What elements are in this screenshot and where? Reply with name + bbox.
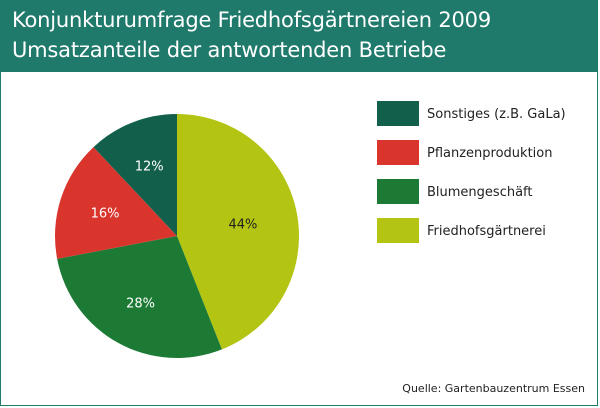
legend-swatch-friedhofsg-rtnerei xyxy=(377,218,419,243)
data-label-pflanzenproduktion: 16% xyxy=(91,207,120,222)
legend-label-sonstiges-z-b-gala: Sonstiges (z.B. GaLa) xyxy=(427,107,566,122)
pie-slices xyxy=(55,114,300,358)
legend-swatch-blumengesch-ft xyxy=(377,179,419,204)
chart-title: Konjunkturumfrage Friedhofsgärtnereien 2… xyxy=(12,8,491,32)
header-banner: Konjunkturumfrage Friedhofsgärtnereien 2… xyxy=(1,1,597,72)
data-label-blumengesch-ft: 28% xyxy=(126,296,155,311)
legend-label-pflanzenproduktion: Pflanzenproduktion xyxy=(427,146,552,161)
legend-swatch-pflanzenproduktion xyxy=(377,140,419,165)
legend-label-blumengesch-ft: Blumengeschäft xyxy=(427,185,533,200)
pie-slice-pflanzenproduktion xyxy=(55,147,177,259)
data-label-friedhofsg-rtnerei: 44% xyxy=(228,217,257,232)
legend-swatch-sonstiges-z-b-gala xyxy=(377,101,419,126)
pie-chart: 44% 28% 16% 12% Sonstiges (z.B. GaLa) Pflanz… xyxy=(55,101,566,358)
data-label-sonstiges-z-b-gala: 12% xyxy=(135,160,164,175)
chart-subtitle: Umsatzanteile der antwortenden Betriebe xyxy=(12,38,447,62)
source-note: Quelle: Gartenbauzentrum Essen xyxy=(402,382,585,395)
pie-slice-blumengesch-ft xyxy=(57,236,222,358)
pie-slice-friedhofsg-rtnerei xyxy=(177,114,300,350)
legend: Sonstiges (z.B. GaLa) Pflanzenproduktion B… xyxy=(377,101,566,243)
pie-labels: 44% 28% 16% 12% xyxy=(91,160,258,312)
pie-slice-sonstiges-z-b-gala xyxy=(93,114,177,236)
legend-label-friedhofsg-rtnerei: Friedhofsgärtnerei xyxy=(427,224,546,239)
